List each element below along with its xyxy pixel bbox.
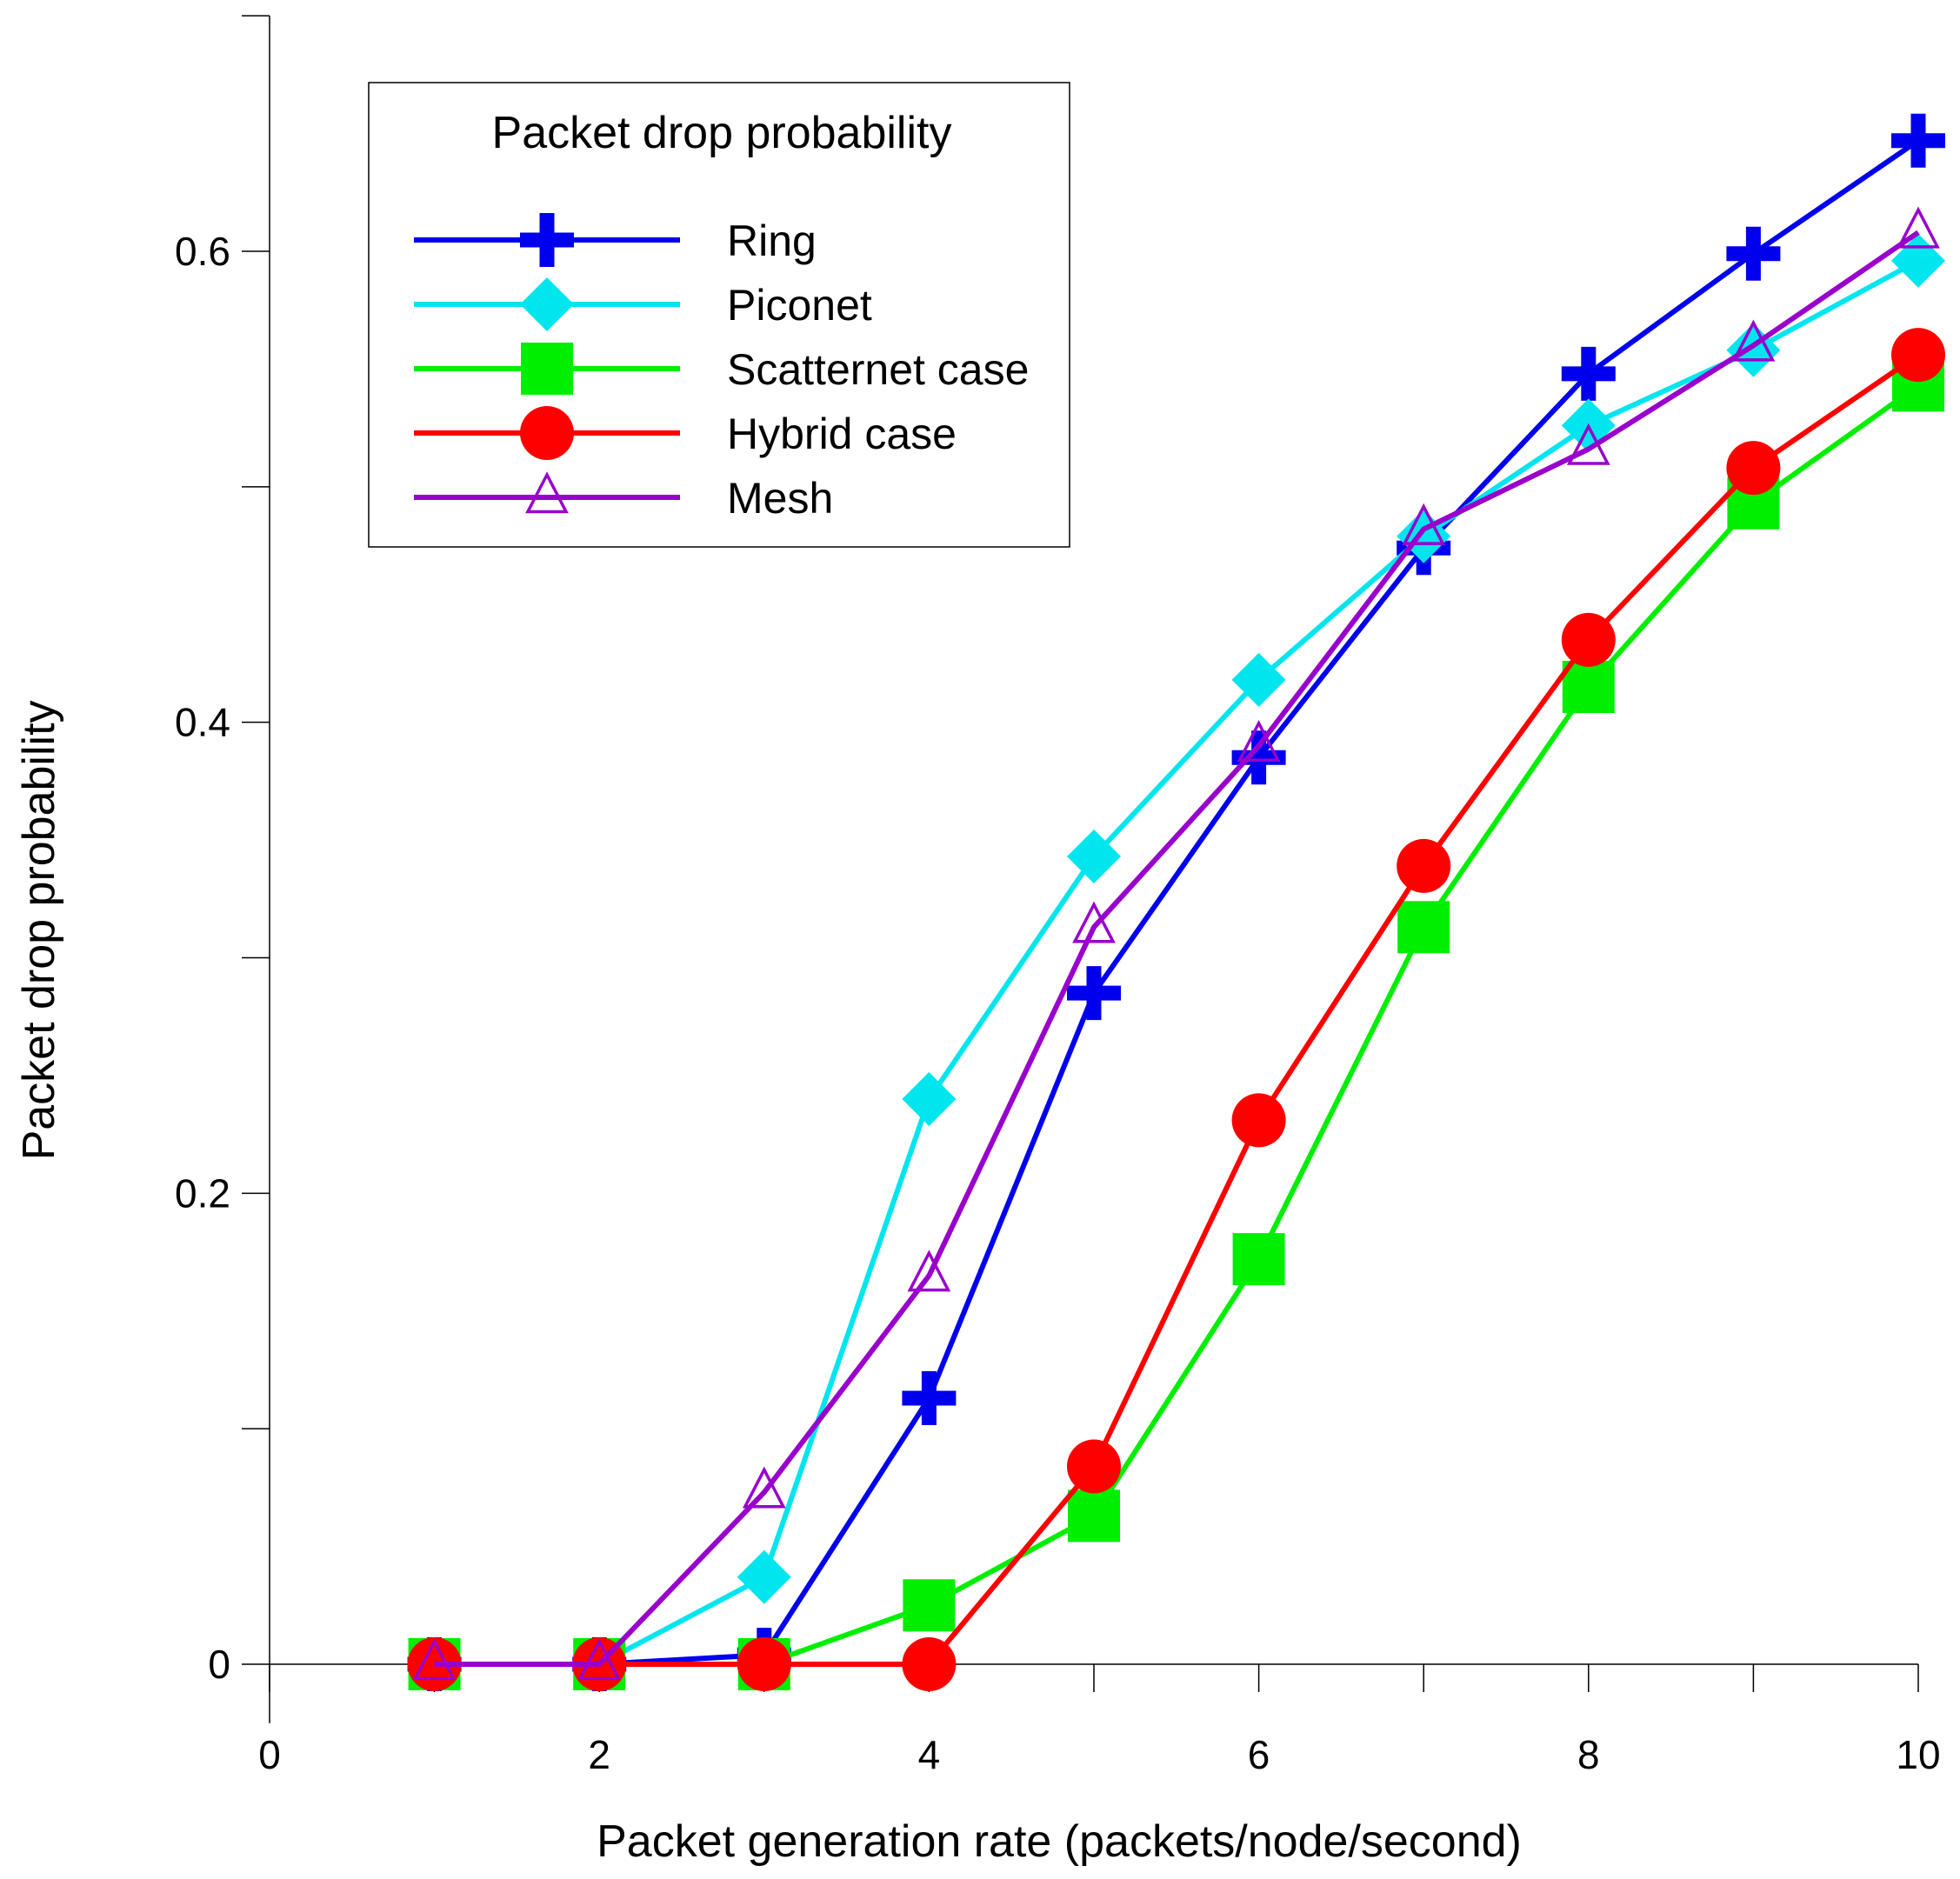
series-scatternet-case bbox=[408, 359, 1944, 1690]
data-point-mesh bbox=[577, 1638, 622, 1681]
legend-label: Piconet bbox=[727, 281, 872, 330]
legend: Packet drop probability Ring Piconet Scatte… bbox=[368, 82, 1070, 548]
y-tick-label: 0.2 bbox=[175, 1170, 230, 1216]
legend-item-hybrid-case: Hybrid case bbox=[414, 406, 957, 460]
x-tick-label: 4 bbox=[918, 1732, 941, 1777]
data-point-hybrid-case bbox=[1397, 838, 1451, 893]
data-point-ring bbox=[1891, 113, 1945, 168]
data-point-piconet bbox=[1891, 233, 1945, 288]
x-tick-label: 8 bbox=[1577, 1732, 1600, 1777]
x-tick-label: 0 bbox=[258, 1732, 281, 1777]
data-point-ring bbox=[1726, 226, 1781, 281]
series-line-scatternet-case bbox=[434, 383, 1920, 1667]
data-point-hybrid-case bbox=[1726, 441, 1781, 496]
y-axis-title: Packet drop probability bbox=[14, 700, 64, 1160]
series-mesh bbox=[412, 206, 1940, 1681]
legend-marker-scatternet-case bbox=[521, 343, 573, 395]
axes: 0 0.2 0.4 0.6 0 2 4 6 8 10 bbox=[175, 15, 1941, 1777]
legend-label: Scatternet case bbox=[727, 345, 1029, 394]
data-point-mesh bbox=[1566, 423, 1610, 465]
data-point-hybrid-case bbox=[737, 1637, 791, 1691]
legend-marker-mesh bbox=[525, 471, 569, 514]
legend-box bbox=[368, 82, 1070, 548]
data-point-mesh bbox=[1237, 719, 1281, 762]
series-hybrid-case bbox=[407, 328, 1945, 1691]
legend-title: Packet drop probability bbox=[492, 108, 952, 158]
data-point-mesh bbox=[1072, 901, 1116, 943]
legend-label: Hybrid case bbox=[727, 410, 957, 458]
legend-label: Mesh bbox=[727, 474, 833, 523]
data-point-mesh bbox=[412, 1638, 457, 1681]
data-point-scatternet-case bbox=[1232, 1233, 1285, 1286]
legend-item-ring: Ring bbox=[414, 213, 817, 267]
x-axis-title: Packet generation rate (packets/node/sec… bbox=[597, 1816, 1522, 1867]
x-tick-label: 2 bbox=[588, 1732, 610, 1777]
data-point-hybrid-case bbox=[1561, 612, 1616, 667]
data-point-mesh bbox=[1731, 319, 1776, 362]
data-point-scatternet-case bbox=[903, 1579, 956, 1632]
data-point-ring bbox=[902, 1370, 957, 1425]
data-point-scatternet-case bbox=[1068, 1489, 1120, 1543]
data-point-mesh bbox=[1402, 503, 1446, 545]
data-point-piconet bbox=[737, 1549, 791, 1604]
series-line-ring bbox=[434, 138, 1920, 1667]
x-tick-label: 10 bbox=[1896, 1732, 1940, 1777]
legend-item-mesh: Mesh bbox=[414, 471, 833, 523]
legend-item-scatternet-case: Scatternet case bbox=[414, 343, 1029, 395]
series-line-mesh bbox=[434, 230, 1920, 1667]
data-point-hybrid-case bbox=[902, 1637, 957, 1691]
legend-label: Ring bbox=[727, 217, 817, 265]
y-tick-label: 0.6 bbox=[175, 229, 230, 274]
data-point-hybrid-case bbox=[1067, 1439, 1121, 1494]
data-point-mesh bbox=[742, 1466, 786, 1509]
series-line-hybrid-case bbox=[434, 352, 1920, 1667]
data-point-piconet bbox=[1067, 830, 1121, 884]
legend-item-piconet: Piconet bbox=[414, 277, 872, 331]
data-point-piconet bbox=[902, 1072, 957, 1126]
data-point-ring bbox=[1231, 730, 1286, 785]
legend-marker-hybrid-case bbox=[520, 406, 574, 460]
series-line-piconet bbox=[434, 258, 1920, 1667]
data-point-ring bbox=[1067, 966, 1121, 1021]
legend-marker-piconet bbox=[520, 277, 574, 331]
data-point-hybrid-case bbox=[1891, 328, 1945, 383]
x-tick-label: 6 bbox=[1248, 1732, 1270, 1777]
data-point-ring bbox=[1561, 346, 1616, 401]
data-point-mesh bbox=[907, 1249, 951, 1292]
data-point-hybrid-case bbox=[1231, 1093, 1286, 1148]
data-point-scatternet-case bbox=[1397, 901, 1450, 954]
legend-marker-ring bbox=[520, 213, 574, 267]
data-point-piconet bbox=[1231, 652, 1286, 707]
data-point-mesh bbox=[1897, 206, 1940, 249]
series-layer bbox=[407, 113, 1945, 1691]
y-tick-label: 0.4 bbox=[175, 700, 230, 745]
y-tick-label: 0 bbox=[208, 1642, 230, 1687]
data-point-scatternet-case bbox=[1562, 661, 1615, 714]
